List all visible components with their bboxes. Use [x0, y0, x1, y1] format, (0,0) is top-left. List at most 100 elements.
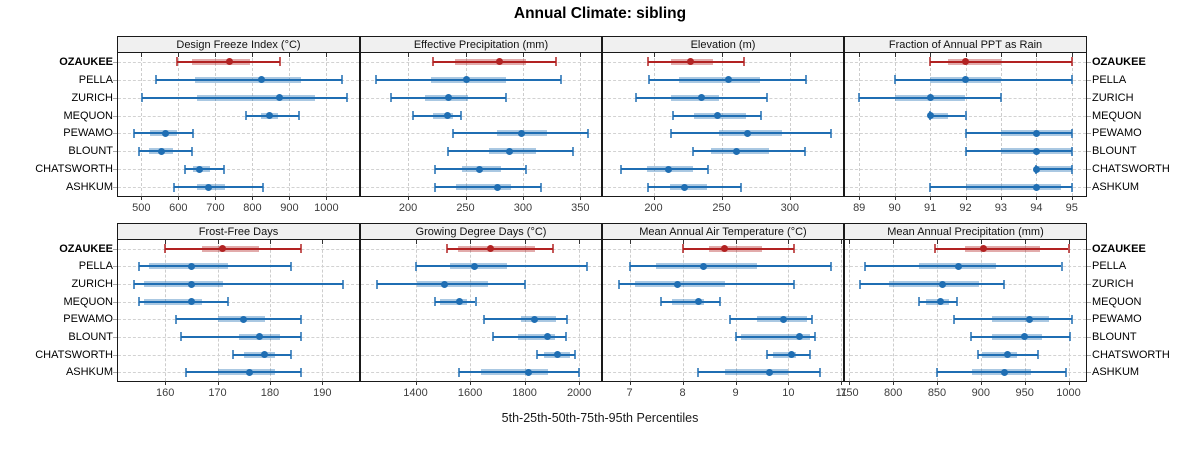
interval-5th-95th: [133, 283, 344, 286]
median-dot: [938, 280, 946, 288]
site-label-right-zurich: ZURICH: [1092, 278, 1134, 291]
axis-tick: [682, 381, 684, 385]
site-label-right-blount: BLOUNT: [1092, 330, 1137, 343]
y-axis-tick: [1087, 354, 1091, 356]
whisker-cap-low: [172, 182, 175, 192]
whisker-cap-high: [300, 244, 303, 254]
median-dot: [1021, 333, 1029, 341]
gridline-vertical: [269, 240, 271, 381]
whisker-cap-low: [619, 164, 622, 174]
whisker-cap-high: [227, 297, 229, 307]
median-dot: [525, 368, 533, 376]
whisker-cap-high: [572, 146, 575, 156]
axis-tick: [579, 381, 581, 385]
whisker-cap-low: [964, 146, 967, 156]
whisker-cap-low: [648, 75, 651, 85]
axis-tick-top: [326, 53, 328, 57]
site-label-left-pella: PELLA: [78, 73, 113, 86]
whisker-cap-high: [1070, 146, 1073, 156]
whisker-cap-low: [374, 75, 377, 85]
axis-tick: [894, 196, 896, 200]
axis-tick: [788, 381, 790, 385]
whisker-cap-high: [1070, 57, 1073, 67]
median-dot: [980, 245, 987, 253]
axis-tick-top: [849, 240, 851, 244]
whisker-cap-high: [1070, 128, 1073, 138]
interval-5th-95th: [682, 247, 794, 250]
interval-5th-95th: [415, 265, 588, 268]
gridline-vertical: [653, 53, 655, 196]
interval-25th-75th: [679, 76, 760, 83]
interval-5th-95th: [180, 335, 302, 338]
axis-tick-label: 160: [156, 387, 175, 399]
axis-tick-label: 94: [1030, 202, 1043, 214]
axis-tick-top: [252, 53, 254, 57]
whisker-cap-high: [1064, 367, 1067, 377]
panel-growing-degree-days-c: Growing Degree Days (°C): [360, 223, 602, 382]
interval-5th-95th: [698, 371, 821, 374]
median-dot: [475, 165, 483, 173]
whisker-cap-low: [482, 314, 485, 324]
median-dot: [681, 183, 689, 191]
site-label-left-ashkum: ASHKUM: [65, 366, 113, 379]
y-axis-tick: [1087, 336, 1091, 338]
axis-tick-label: 1800: [512, 387, 537, 399]
site-label-right-chatsworth: CHATSWORTH: [1092, 348, 1170, 361]
gridline-vertical: [326, 53, 328, 196]
axis-tick-label: 89: [853, 202, 866, 214]
median-dot: [721, 245, 729, 253]
y-axis-tick: [113, 372, 117, 374]
site-label-left-blount: BLOUNT: [68, 145, 113, 158]
axis-tick-top: [930, 53, 932, 57]
median-dot: [530, 315, 538, 323]
axis-tick-top: [269, 240, 271, 244]
whisker-cap-low: [936, 367, 938, 377]
interval-5th-95th: [483, 318, 567, 321]
gridline-horizontal: [845, 336, 1086, 338]
median-dot: [744, 129, 751, 137]
panel-plot-area: [845, 53, 1086, 196]
median-dot: [187, 280, 195, 288]
median-dot: [494, 183, 502, 191]
gridline-vertical: [178, 53, 180, 196]
whisker-cap-high: [564, 332, 567, 342]
axis-tick-label: 300: [513, 202, 533, 214]
axis-tick-label: 800: [243, 202, 262, 214]
median-dot: [470, 262, 478, 270]
whisker-cap-low: [376, 279, 379, 289]
panel-strip: Mean Annual Precipitation (mm): [845, 224, 1086, 240]
gridline-vertical: [937, 240, 938, 381]
interval-25th-75th: [965, 245, 1041, 252]
y-axis-tick: [1087, 61, 1091, 63]
whisker-cap-low: [433, 182, 436, 192]
whisker-cap-high: [1036, 350, 1039, 360]
interval-25th-75th: [196, 94, 315, 101]
axis-tick: [841, 381, 843, 385]
y-axis-tick: [113, 169, 117, 171]
axis-tick-top: [629, 240, 631, 244]
whisker-cap-high: [289, 261, 292, 271]
interval-5th-95th: [493, 335, 566, 338]
axis-tick-label: 2000: [566, 387, 592, 399]
gridline-vertical: [217, 240, 219, 381]
gridline-vertical: [465, 53, 467, 196]
whisker-cap-low: [977, 350, 980, 360]
panel-fraction-of-annual-ppt-as-rain: Fraction of Annual PPT as Rain: [844, 36, 1087, 197]
axis-tick: [165, 381, 167, 385]
whisker-cap-low: [734, 332, 737, 342]
interval-5th-95th: [620, 168, 708, 171]
gridline-vertical: [965, 53, 967, 196]
gridline-horizontal: [361, 115, 601, 117]
interval-25th-75th: [440, 298, 468, 305]
gridline-vertical: [141, 53, 143, 196]
gridline-horizontal: [118, 151, 359, 153]
median-dot: [926, 94, 934, 102]
interval-5th-95th: [730, 318, 813, 321]
panel-elevation-m: Elevation (m): [602, 36, 844, 197]
whisker-cap-high: [574, 350, 577, 360]
panel-plot-area: [845, 240, 1086, 381]
axis-tick: [408, 196, 410, 200]
whisker-cap-low: [433, 297, 436, 307]
axis-tick: [1068, 381, 1070, 385]
whisker-cap-high: [760, 111, 763, 121]
